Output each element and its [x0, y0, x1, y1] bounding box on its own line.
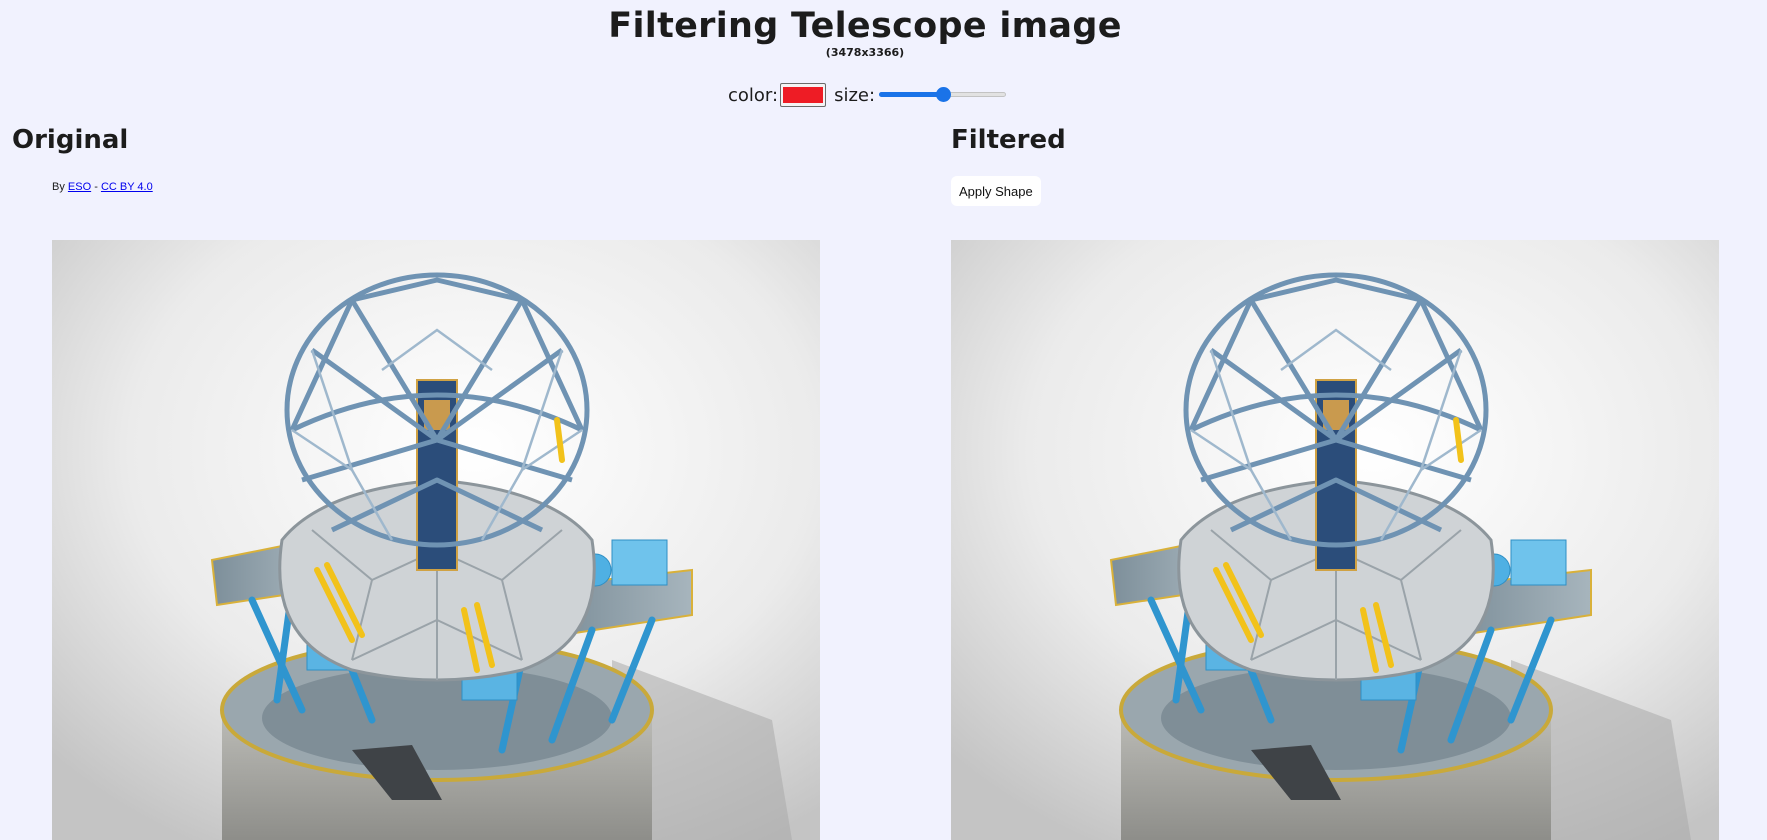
telescope-render-image [951, 240, 1719, 840]
apply-shape-button[interactable]: Apply Shape [951, 176, 1041, 206]
filtered-image [951, 240, 1719, 840]
color-swatch [783, 87, 824, 103]
color-picker[interactable] [780, 83, 827, 107]
credit-license-link[interactable]: CC BY 4.0 [100, 181, 153, 193]
original-image [52, 240, 820, 840]
telescope-render-image [52, 240, 820, 840]
image-credit: By ESO - CC BY 4.0 [52, 181, 153, 193]
credit-prefix: By [52, 181, 65, 193]
page-title: Filtering Telescope image [608, 6, 1122, 46]
credit-author-link[interactable]: ESO [67, 181, 92, 193]
size-label: size: [834, 84, 876, 106]
original-heading: Original [12, 125, 129, 155]
size-slider[interactable] [879, 87, 1007, 103]
credit-separator: - [94, 181, 98, 193]
filtered-heading: Filtered [951, 125, 1066, 155]
image-dimensions: (3478x3366) [825, 46, 905, 59]
controls-bar: color: size: [728, 80, 1007, 110]
slider-thumb[interactable] [935, 87, 951, 102]
slider-fill [879, 92, 943, 97]
color-label: color: [728, 84, 779, 106]
